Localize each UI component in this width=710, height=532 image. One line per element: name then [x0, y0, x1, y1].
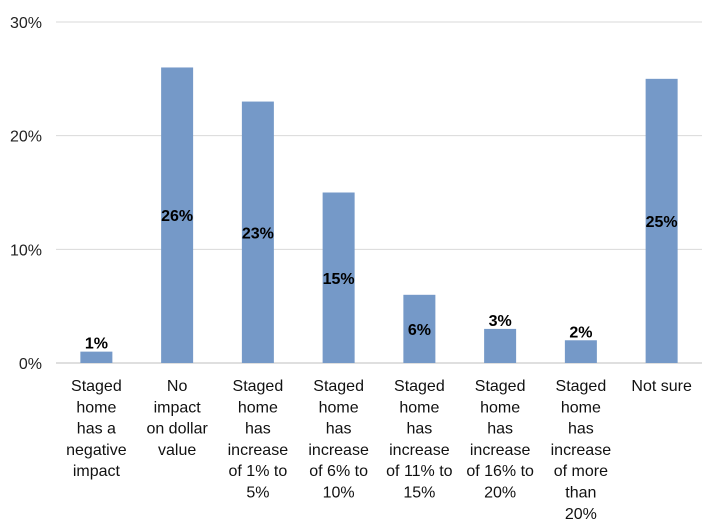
category-label-line: increase: [389, 442, 450, 459]
category-label-line: home: [561, 399, 601, 416]
category-label-line: 10%: [323, 485, 355, 502]
category-label-line: has: [406, 421, 432, 438]
category-label-line: on dollar: [146, 421, 208, 438]
data-label: 6%: [408, 322, 431, 339]
category-label-line: value: [158, 442, 196, 459]
y-tick-label: 30%: [10, 15, 42, 32]
category-label-line: has: [245, 421, 271, 438]
data-label: 2%: [569, 324, 592, 341]
category-label-line: impact: [73, 463, 121, 480]
category-label-line: Staged: [556, 378, 607, 395]
category-label-line: increase: [228, 442, 289, 459]
bar: [241, 101, 274, 364]
category-label: Staged home has a negative impact: [66, 378, 127, 480]
category-label-line: Not sure: [631, 378, 692, 395]
category-label-line: 20%: [484, 485, 516, 502]
category-label: Staged home has increase of 16% to 20%: [466, 378, 534, 502]
category-label-line: increase: [308, 442, 369, 459]
category-label-line: than: [565, 485, 596, 502]
category-label: Not sure: [631, 378, 692, 395]
bar: [161, 67, 194, 363]
category-label-line: increase: [470, 442, 531, 459]
category-label-line: has a: [77, 421, 116, 438]
category-label-line: home: [238, 399, 278, 416]
bar: [564, 340, 597, 363]
y-tick-label: 20%: [10, 129, 42, 146]
category-label-line: home: [319, 399, 359, 416]
category-label-line: 5%: [246, 485, 269, 502]
data-label: 3%: [489, 313, 512, 330]
category-label-line: increase: [551, 442, 612, 459]
category-label-line: of more: [554, 463, 608, 480]
category-label-line: Staged: [71, 378, 122, 395]
category-label: Staged home has increase of more than 20%: [551, 378, 612, 523]
bars: [80, 67, 678, 364]
data-label: 23%: [242, 225, 274, 242]
bar: [322, 192, 355, 363]
y-axis-ticks: 0% 10% 20% 30%: [10, 15, 42, 373]
category-label: Staged home has increase of 6% to 10%: [308, 378, 369, 502]
category-label-line: No: [167, 378, 188, 395]
gridlines: [56, 21, 702, 364]
category-label-line: 20%: [565, 506, 597, 523]
category-label-line: of 6% to: [309, 463, 368, 480]
category-label-line: of 1% to: [229, 463, 288, 480]
data-label: 25%: [646, 214, 678, 231]
category-label-line: of 11% to: [386, 463, 453, 480]
category-label: No impact on dollar value: [146, 378, 208, 459]
y-tick-label: 10%: [10, 242, 42, 259]
category-label-line: has: [487, 421, 513, 438]
y-tick-label: 0%: [19, 356, 42, 373]
data-labels: 1% 26% 23% 15% 6% 3% 2% 25%: [85, 208, 678, 352]
category-label-line: has: [568, 421, 594, 438]
category-label-line: home: [480, 399, 520, 416]
category-label-line: 15%: [403, 485, 435, 502]
category-label-line: home: [399, 399, 439, 416]
category-label: Staged home has increase of 1% to 5%: [228, 378, 289, 502]
bar: [403, 294, 436, 363]
category-label-line: Staged: [394, 378, 445, 395]
category-label-line: home: [76, 399, 116, 416]
category-label-line: negative: [66, 442, 127, 459]
category-label-line: Staged: [313, 378, 364, 395]
category-label-line: impact: [154, 399, 202, 416]
category-label-line: Staged: [475, 378, 526, 395]
category-label-line: of 16% to: [466, 463, 534, 480]
data-label: 26%: [161, 208, 193, 225]
data-label: 1%: [85, 336, 108, 353]
bar: [484, 328, 517, 363]
category-label-line: Staged: [233, 378, 284, 395]
bar: [645, 78, 678, 363]
data-label: 15%: [323, 271, 355, 288]
bar: [80, 351, 113, 363]
x-axis-categories: Staged home has a negative impact No impact on …: [66, 378, 692, 523]
category-label: Staged home has increase of 11% to 15%: [386, 378, 453, 502]
category-label-line: has: [326, 421, 352, 438]
